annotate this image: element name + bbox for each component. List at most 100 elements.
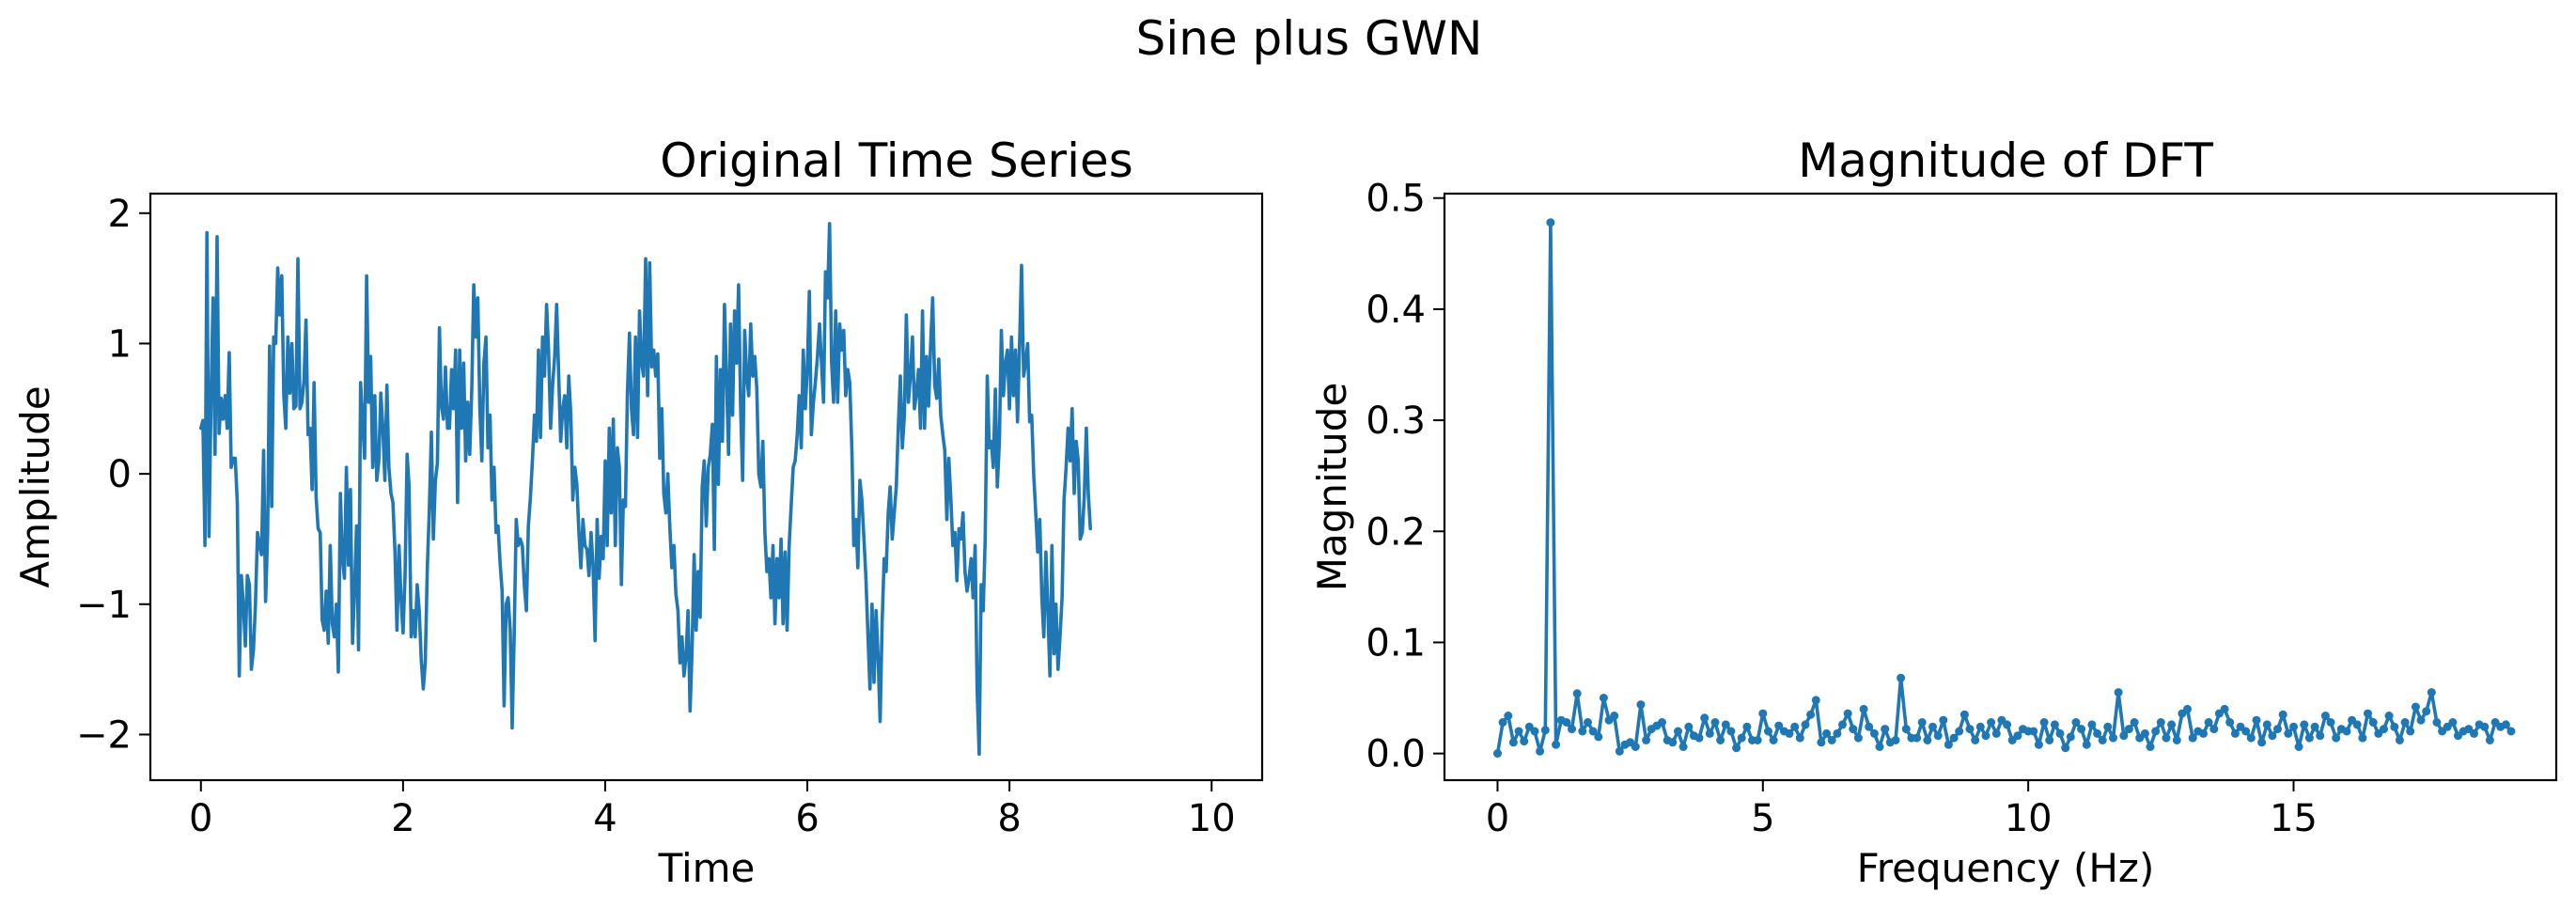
data-point: [2114, 688, 2123, 697]
x-tick-label: 2: [391, 797, 414, 840]
data-point: [1716, 736, 1725, 744]
data-point: [2172, 736, 2181, 744]
y-tick-label: 0.4: [1366, 289, 1426, 332]
x-tick-label: 0: [1486, 797, 1509, 840]
data-point: [1838, 720, 1847, 729]
time-series-chart: Original Time Series Time Amplitude 0 2 4 6…: [12, 133, 1264, 891]
data-point: [1540, 726, 1550, 735]
data-point: [1827, 736, 1836, 744]
data-point: [2332, 733, 2341, 743]
data-point: [2411, 702, 2420, 712]
data-point: [1949, 733, 1959, 743]
data-point: [1965, 725, 1975, 734]
time-series-xlabel: Time: [658, 845, 756, 891]
data-point: [1917, 718, 1927, 727]
data-point: [2098, 736, 2107, 744]
data-point: [2241, 727, 2251, 736]
dft-ticks: 0 5 10 15 0.0 0.1 0.2 0.3 0.4 0.5: [1366, 178, 2318, 840]
data-point: [1764, 727, 1772, 736]
data-point: [2039, 718, 2049, 727]
data-point: [2230, 728, 2240, 738]
data-point: [1678, 743, 1688, 751]
data-point: [1785, 728, 1794, 738]
y-tick-label: 0.0: [1366, 733, 1426, 776]
data-point: [2422, 707, 2431, 716]
data-point: [1891, 736, 1900, 744]
time-series-line: [199, 222, 1092, 757]
data-point: [1520, 737, 1529, 746]
data-point: [2082, 740, 2091, 749]
data-point: [1981, 731, 1991, 741]
data-point: [2119, 731, 2129, 741]
data-point: [1504, 712, 1513, 720]
data-point: [1508, 738, 1518, 747]
data-point: [2427, 688, 2436, 697]
data-point: [1615, 746, 1624, 756]
data-point: [2050, 720, 2059, 729]
data-point: [1530, 727, 1539, 736]
data-point: [2066, 732, 2075, 742]
figure-suptitle: Sine plus GWN: [1136, 11, 1483, 66]
data-point: [1955, 727, 1964, 736]
data-point: [1939, 715, 1948, 725]
data-point: [2400, 718, 2410, 727]
data-point: [2093, 728, 2102, 738]
data-point: [1801, 720, 1810, 729]
y-tick-label: 0.5: [1366, 178, 1426, 221]
data-point: [2257, 738, 2267, 747]
data-point: [1912, 733, 1922, 743]
time-series-axes-frame: [148, 192, 1264, 782]
data-point: [2289, 722, 2298, 731]
data-point: [2246, 733, 2256, 743]
x-tick-label: 0: [189, 797, 212, 840]
data-point: [2300, 720, 2309, 729]
data-point: [1923, 736, 1932, 744]
data-point: [1811, 696, 1820, 705]
data-point: [1806, 710, 1816, 719]
data-point: [2316, 731, 2325, 741]
data-point: [1933, 731, 1943, 741]
data-point: [1552, 740, 1561, 749]
data-point: [1758, 709, 1768, 718]
data-point: [1928, 722, 1937, 731]
data-point: [2501, 720, 2510, 729]
data-point: [2087, 720, 2097, 729]
data-point: [2003, 720, 2012, 729]
data-point: [1774, 721, 1784, 730]
data-point: [2432, 718, 2442, 727]
data-point: [1658, 718, 1666, 727]
data-point: [1833, 728, 1842, 738]
data-point: [2304, 733, 2314, 743]
data-point: [2273, 725, 2282, 734]
data-point: [1705, 728, 1714, 738]
data-point: [2146, 743, 2155, 751]
data-point: [2406, 727, 2415, 736]
dft-markers: [1493, 218, 2516, 759]
data-point: [1546, 218, 1555, 227]
data-point: [1684, 722, 1694, 731]
data-point: [2262, 720, 2272, 729]
data-point: [1869, 728, 1879, 738]
data-point: [2480, 722, 2490, 731]
data-point: [1721, 720, 1730, 729]
data-point: [2103, 722, 2113, 731]
data-point: [1568, 725, 1576, 734]
data-point: [2225, 718, 2235, 727]
data-point: [1610, 712, 1619, 720]
data-point: [2013, 731, 2022, 741]
data-point: [2380, 725, 2388, 734]
y-tick-label: 0.2: [1366, 510, 1426, 554]
data-point: [2061, 744, 2070, 753]
data-point: [2209, 725, 2219, 734]
data-point: [1987, 718, 1996, 727]
dft-axes-frame: [1443, 192, 2558, 782]
data-point: [1859, 704, 1868, 713]
data-point: [1737, 733, 1746, 743]
data-point: [2352, 720, 2362, 729]
data-point: [1700, 713, 1710, 723]
data-point: [2140, 728, 2149, 738]
data-point: [1817, 738, 1826, 747]
data-point: [1865, 722, 1874, 731]
data-point: [1599, 694, 1608, 702]
data-point: [2284, 728, 2293, 738]
